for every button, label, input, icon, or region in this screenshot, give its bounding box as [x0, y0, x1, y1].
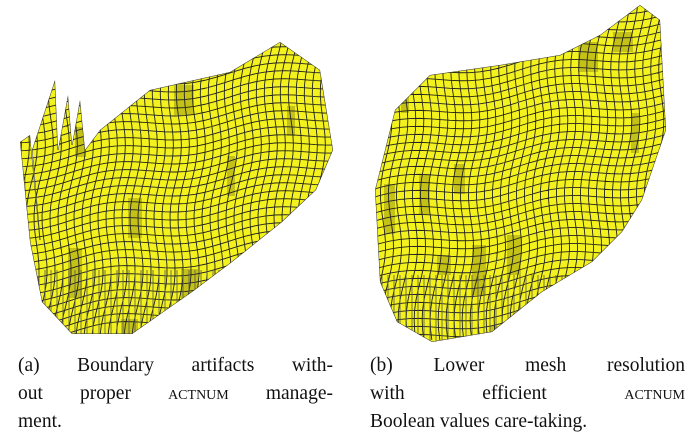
caption-text: out proper	[18, 383, 169, 404]
caption-text: Boolean values care-taking.	[370, 411, 588, 432]
shade	[490, 326, 507, 342]
caption-text: (b) Lower mesh resolution	[370, 355, 685, 376]
small-caps-term: Actnum	[168, 383, 229, 404]
shade	[525, 316, 542, 336]
shade	[227, 156, 235, 196]
shade	[234, 42, 254, 55]
shade	[61, 64, 78, 94]
caption-text: manage-	[228, 383, 333, 404]
shade	[280, 227, 291, 277]
shade	[75, 127, 86, 157]
shade	[666, 103, 674, 133]
caption-line: Boolean values care-taking.	[370, 408, 685, 436]
shade	[22, 56, 30, 76]
mesh-a	[20, 42, 347, 334]
caption-line: (b) Lower mesh resolution	[370, 352, 685, 380]
caption-a: (a) Boundary artifacts with-out proper A…	[18, 352, 333, 436]
caption-line: with efficient Actnum	[370, 380, 685, 408]
mesh-b	[375, 5, 674, 342]
shade	[181, 269, 198, 319]
figure	[20, 5, 674, 342]
shade	[578, 42, 598, 72]
shade	[419, 174, 430, 214]
caption-b: (b) Lower mesh resolution with efficient …	[370, 352, 685, 436]
shade	[613, 32, 633, 52]
small-caps-term: Actnum	[624, 383, 685, 404]
mesh-outline	[20, 42, 333, 334]
caption-text: with efficient	[370, 383, 625, 404]
caption-line: out proper Actnum manage-	[18, 380, 333, 408]
shade	[333, 298, 347, 318]
caption-line: ment.	[18, 408, 333, 436]
caption-text: ment.	[18, 411, 62, 432]
shade	[560, 306, 577, 342]
caption-text: (a) Boundary artifacts with-	[18, 355, 333, 376]
caption-line: (a) Boundary artifacts with-	[18, 352, 333, 380]
shade	[454, 164, 465, 194]
